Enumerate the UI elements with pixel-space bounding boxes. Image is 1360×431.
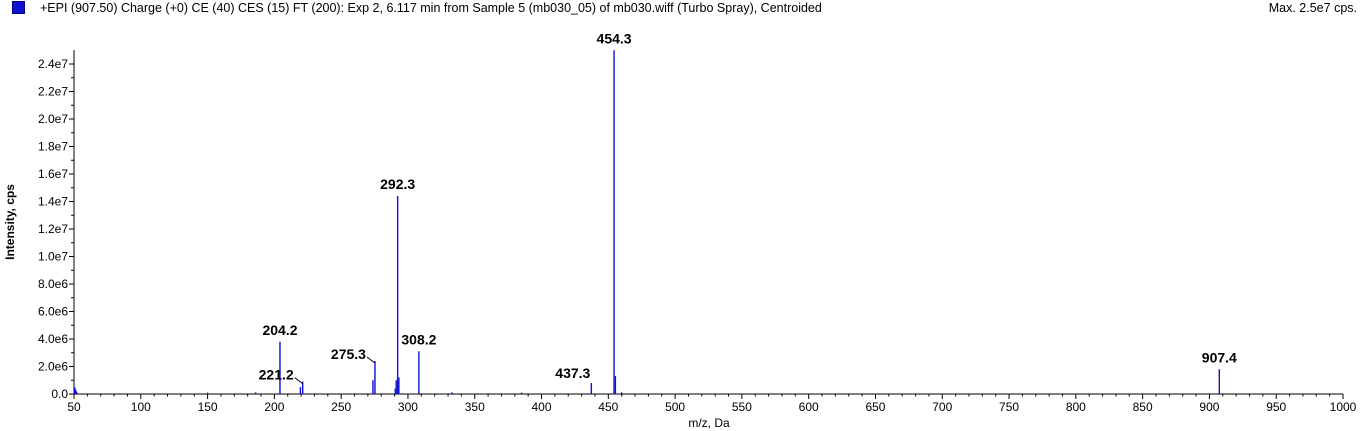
x-tick-label: 750 bbox=[999, 400, 1019, 414]
y-tick-label: 1.4e7 bbox=[38, 195, 68, 209]
y-tick-label: 4.0e6 bbox=[38, 332, 68, 346]
x-tick-label: 200 bbox=[264, 400, 284, 414]
x-tick-label: 550 bbox=[732, 400, 752, 414]
y-tick-label: 2.0e7 bbox=[38, 112, 68, 126]
y-tick-label: 0.0 bbox=[51, 387, 68, 401]
max-intensity-label: Max. 2.5e7 cps. bbox=[1268, 1, 1357, 15]
y-tick-label: 1.0e7 bbox=[38, 250, 68, 264]
low-mass-peak-cluster bbox=[74, 385, 79, 394]
legend-swatch bbox=[12, 1, 25, 14]
y-tick-label: 1.2e7 bbox=[38, 222, 68, 236]
x-tick-label: 350 bbox=[465, 400, 485, 414]
peak-label: 221.2 bbox=[259, 367, 294, 383]
x-axis-title: m/z, Da bbox=[688, 416, 730, 430]
x-tick-label: 250 bbox=[331, 400, 351, 414]
y-tick-label: 1.8e7 bbox=[38, 140, 68, 154]
x-tick-label: 450 bbox=[598, 400, 618, 414]
x-tick-label: 500 bbox=[665, 400, 685, 414]
peak-label: 907.4 bbox=[1202, 349, 1237, 365]
x-tick-label: 700 bbox=[932, 400, 952, 414]
peak-label: 454.3 bbox=[597, 30, 632, 46]
x-tick-label: 150 bbox=[198, 400, 218, 414]
x-tick-label: 950 bbox=[1266, 400, 1286, 414]
axes bbox=[73, 50, 1343, 395]
y-tick-label: 8.0e6 bbox=[38, 277, 68, 291]
peak-label: 437.3 bbox=[555, 365, 590, 381]
y-tick-label: 6.0e6 bbox=[38, 305, 68, 319]
x-tick-label: 400 bbox=[532, 400, 552, 414]
peak-label: 308.2 bbox=[401, 331, 436, 347]
peak-labels: 204.2 221.2 275.3 292.3 308.2 437.3 454.3 907.4 bbox=[259, 30, 1237, 385]
peak-label: 275.3 bbox=[331, 346, 366, 362]
y-tick-label: 2.2e7 bbox=[38, 85, 68, 99]
y-axis-title: Intensity, cps bbox=[3, 184, 17, 260]
spectrum-title: +EPI (907.50) Charge (+0) CE (40) CES (1… bbox=[40, 1, 822, 15]
y-tick-label: 2.4e7 bbox=[38, 57, 68, 71]
axis-ticks: 50 100 150 200 250 300 350 400 450 500 550 600 650 70… bbox=[38, 57, 1357, 414]
x-tick-label: 900 bbox=[1199, 400, 1219, 414]
y-tick-label: 1.6e7 bbox=[38, 167, 68, 181]
spectrum-peaks bbox=[73, 50, 1221, 394]
peak-label: 292.3 bbox=[380, 176, 415, 192]
spectrum-header: +EPI (907.50) Charge (+0) CE (40) CES (1… bbox=[0, 0, 1360, 18]
peak-label-leader bbox=[294, 377, 303, 385]
x-tick-label: 800 bbox=[1066, 400, 1086, 414]
x-tick-label: 50 bbox=[67, 400, 81, 414]
peak-label: 204.2 bbox=[262, 322, 297, 338]
peak-label-leader bbox=[366, 356, 376, 364]
x-tick-label: 1000 bbox=[1330, 400, 1357, 414]
x-tick-label: 300 bbox=[398, 400, 418, 414]
x-tick-label: 600 bbox=[799, 400, 819, 414]
y-tick-label: 2.0e6 bbox=[38, 360, 68, 374]
x-tick-label: 100 bbox=[131, 400, 151, 414]
x-tick-label: 850 bbox=[1133, 400, 1153, 414]
x-tick-label: 650 bbox=[865, 400, 885, 414]
